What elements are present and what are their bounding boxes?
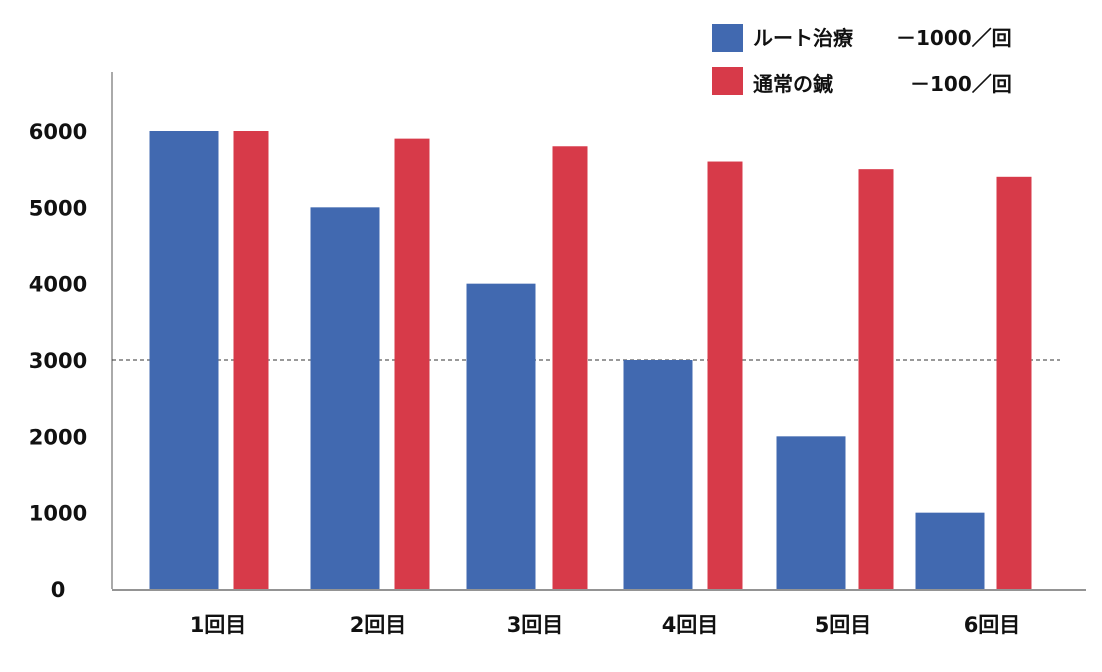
y-tick-label: 2000 [29,425,87,449]
bars-group [149,131,1032,590]
bar-root-treatment [149,131,219,589]
x-category-label: 6回目 [964,613,1021,637]
x-category-label: 3回目 [507,613,564,637]
bar-normal-acupuncture [858,169,894,589]
bar-root-treatment [310,207,380,590]
bar-normal-acupuncture [552,146,588,589]
bar-root-treatment [466,283,536,589]
legend-series-rate: －1000／回 [896,26,1012,50]
bar-normal-acupuncture [707,161,743,590]
bar-normal-acupuncture [233,131,269,589]
x-category-label: 5回目 [815,613,872,637]
legend-swatch [712,67,743,95]
x-category-label: 4回目 [662,613,719,637]
x-category-label: 1回目 [190,613,247,637]
bar-root-treatment [776,436,846,589]
legend-swatch [712,24,743,52]
bar-normal-acupuncture [996,176,1032,590]
y-tick-label: 6000 [29,120,87,144]
legend-series-rate: －100／回 [910,72,1012,96]
y-tick-label: 4000 [29,273,87,297]
y-tick-label: 0 [51,578,66,602]
legend-series-name: 通常の鍼 [753,72,833,96]
x-category-label: 2回目 [350,613,407,637]
y-tick-label: 1000 [29,502,87,526]
bar-root-treatment [915,512,985,589]
y-axis-ticks: 0 1000 2000 3000 4000 5000 6000 [29,120,87,602]
bar-normal-acupuncture [394,138,430,589]
y-tick-label: 3000 [29,349,87,373]
legend-series-name: ルート治療 [753,26,853,50]
x-axis-category-labels: 1回目 2回目 3回目 4回目 5回目 6回目 [190,613,1021,637]
y-tick-label: 5000 [29,196,87,220]
bar-root-treatment [623,360,693,589]
